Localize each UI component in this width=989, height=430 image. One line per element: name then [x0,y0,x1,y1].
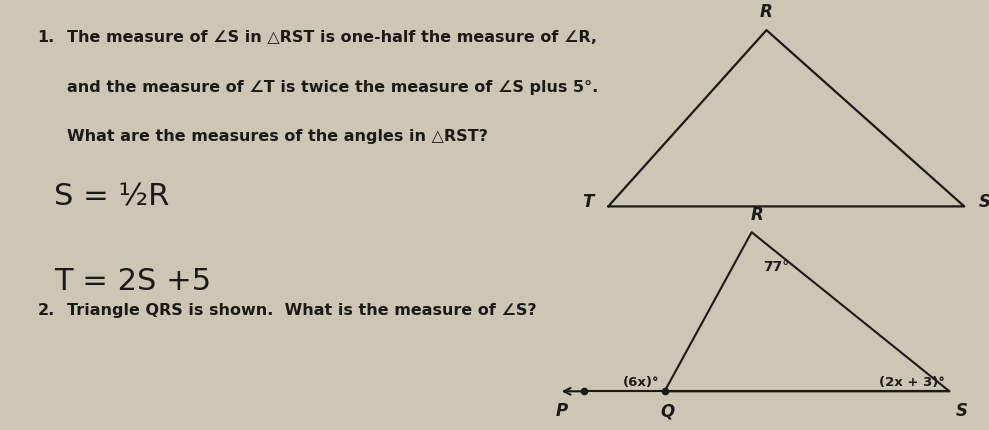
Text: S: S [955,402,967,420]
Text: (6x)°: (6x)° [623,376,660,389]
Text: P: P [556,402,568,420]
Text: and the measure of ∠T is twice the measure of ∠S plus 5°.: and the measure of ∠T is twice the measu… [67,80,598,95]
Text: S: S [979,193,989,211]
Text: 77°: 77° [764,260,790,274]
Text: T: T [582,193,593,211]
Text: R: R [761,3,772,22]
Text: S = ½R: S = ½R [54,183,170,212]
Text: Triangle QRS is shown.  What is the measure of ∠S?: Triangle QRS is shown. What is the measu… [67,303,537,318]
Text: T = 2S +5: T = 2S +5 [54,267,212,295]
Text: 1.: 1. [38,30,54,45]
Text: (2x + 3)°: (2x + 3)° [878,376,944,389]
Text: What are the measures of the angles in △RST?: What are the measures of the angles in △… [67,129,489,144]
Text: 2.: 2. [38,303,54,318]
Text: R: R [751,206,763,224]
Text: Q: Q [661,402,674,420]
Text: The measure of ∠S in △RST is one-half the measure of ∠R,: The measure of ∠S in △RST is one-half th… [67,30,597,45]
